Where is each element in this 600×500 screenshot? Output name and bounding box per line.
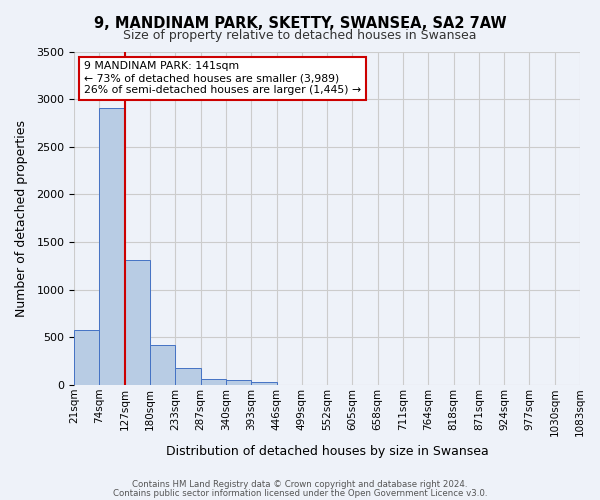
Text: 9 MANDINAM PARK: 141sqm
← 73% of detached houses are smaller (3,989)
26% of semi: 9 MANDINAM PARK: 141sqm ← 73% of detache… [84, 62, 361, 94]
X-axis label: Distribution of detached houses by size in Swansea: Distribution of detached houses by size … [166, 444, 488, 458]
Bar [100, 108, 125, 385]
Bar [200, 378, 226, 385]
Bar [226, 380, 251, 385]
Y-axis label: Number of detached properties: Number of detached properties [15, 120, 28, 316]
Bar [175, 368, 200, 385]
Bar [251, 382, 277, 385]
Bar [74, 330, 100, 385]
Text: Contains HM Land Registry data © Crown copyright and database right 2024.: Contains HM Land Registry data © Crown c… [132, 480, 468, 489]
Text: 9, MANDINAM PARK, SKETTY, SWANSEA, SA2 7AW: 9, MANDINAM PARK, SKETTY, SWANSEA, SA2 7… [94, 16, 506, 31]
Bar [150, 345, 175, 385]
Text: Size of property relative to detached houses in Swansea: Size of property relative to detached ho… [123, 28, 477, 42]
Text: Contains public sector information licensed under the Open Government Licence v3: Contains public sector information licen… [113, 489, 487, 498]
Bar [125, 260, 150, 385]
